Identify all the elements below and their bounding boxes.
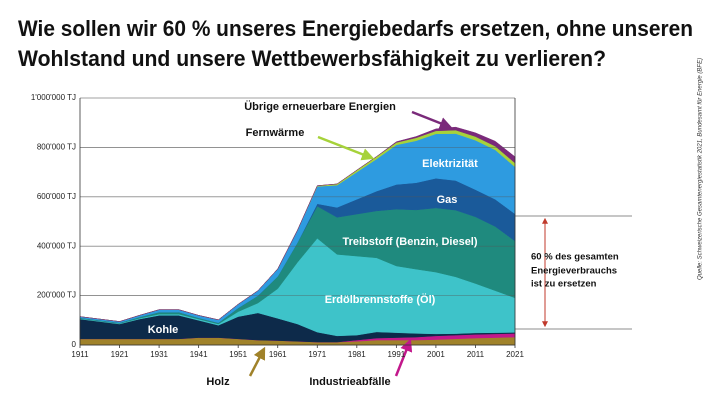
y-tick-label: 1'000'000 TJ bbox=[31, 93, 76, 102]
series-label: Gas bbox=[437, 194, 458, 206]
x-tick-label: 1911 bbox=[71, 350, 89, 359]
source: Quelle: Schweizerische Gesamtenergiestat… bbox=[698, 58, 704, 280]
pointer-arrow bbox=[248, 346, 266, 377]
x-tick-label: 1941 bbox=[190, 350, 208, 359]
x-tick-label: 2011 bbox=[467, 350, 485, 359]
chart-title: Wie sollen wir 60 % unseres Energiebedar… bbox=[18, 16, 693, 41]
x-tick-label: 1971 bbox=[308, 350, 326, 359]
plot bbox=[79, 97, 516, 346]
series-label: Treibstoff (Benzin, Diesel) bbox=[342, 236, 477, 248]
x-tick-label: 2021 bbox=[506, 350, 524, 359]
y-tick-label: 600'000 TJ bbox=[37, 192, 76, 201]
pointer-arrow bbox=[411, 110, 453, 130]
y-tick-label: 800'000 TJ bbox=[37, 143, 76, 152]
pointer-arrow bbox=[317, 135, 375, 161]
series-label: Holz bbox=[206, 376, 230, 388]
x-tick-label: 1961 bbox=[269, 350, 287, 359]
x-tick-label: 1951 bbox=[229, 350, 247, 359]
series-label: Übrige erneuerbare Energien bbox=[244, 100, 396, 113]
annotation: 60 % des gesamten bbox=[531, 252, 619, 263]
x-tick-label: 2001 bbox=[427, 350, 445, 359]
pointer-arrow bbox=[394, 338, 413, 377]
series-label: Industrieabfälle bbox=[309, 376, 390, 388]
annotation: ist zu ersetzen bbox=[531, 279, 597, 290]
x-tick-label: 1931 bbox=[150, 350, 168, 359]
series-label: Erdölbrennstoffe (Öl) bbox=[325, 293, 436, 306]
y-tick-label: 200'000 TJ bbox=[37, 291, 76, 300]
series-label: Elektrizität bbox=[422, 158, 478, 170]
annotation: Energieverbrauchs bbox=[531, 266, 617, 277]
series-label: Fernwärme bbox=[246, 127, 305, 139]
y-tick-label: 400'000 TJ bbox=[37, 241, 76, 250]
y-tick-label: 0 bbox=[72, 340, 77, 349]
x-tick-label: 1981 bbox=[348, 350, 366, 359]
x-tick-label: 1991 bbox=[387, 350, 405, 359]
x-tick-label: 1921 bbox=[111, 350, 129, 359]
chart-title: Wohlstand und unsere Wettbewerbsfähigkei… bbox=[18, 46, 606, 71]
series-label: Kohle bbox=[148, 324, 179, 336]
